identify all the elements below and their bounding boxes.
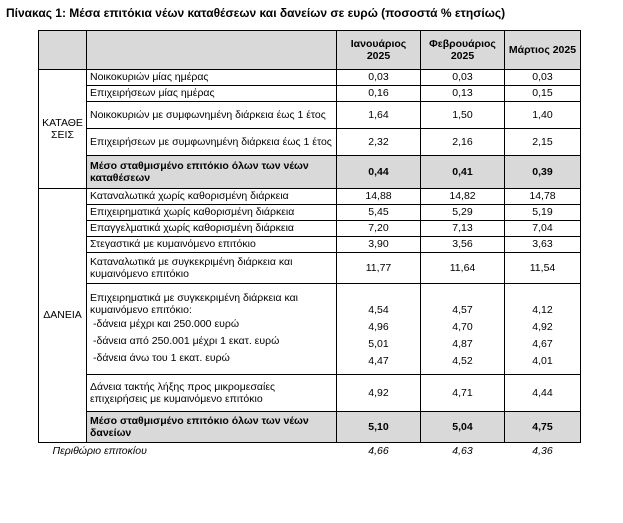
cell-value: 0,13 xyxy=(420,85,505,102)
cell-values-january: 4,54 4,96 5,01 4,47 xyxy=(336,283,421,375)
cell-value: 5,29 xyxy=(420,204,505,221)
cell-value: 0,39 xyxy=(504,155,581,189)
table-row: Δάνεια τακτής λήξης προς μικρομεσαίες επ… xyxy=(39,374,581,412)
table-row: ΔΑΝΕΙΑ Καταναλωτικά χωρίς καθορισμένη δι… xyxy=(38,188,581,443)
row-label: Δάνεια τακτής λήξης προς μικρομεσαίες επ… xyxy=(86,374,337,412)
cell-value: 14,88 xyxy=(336,188,421,205)
row-label: Επιχειρηματικά χωρίς καθορισμένη διάρκει… xyxy=(86,204,337,221)
cell-value: 11,54 xyxy=(504,252,581,284)
cell-value: 14,82 xyxy=(420,188,505,205)
cell-value: 2,15 xyxy=(504,128,581,156)
subrow-label: -δάνεια από 250.001 μέχρι 1 εκατ. ευρώ xyxy=(93,334,280,347)
table-row: Επιχειρήσεων μίας ημέρας 0,16 0,13 0,15 xyxy=(39,85,581,102)
row-label-group: Επιχειρηματικά με συγκεκριμένη διάρκεια … xyxy=(86,283,337,375)
table-row: Επιχειρήσεων με συμφωνημένη διάρκεια έως… xyxy=(39,128,581,156)
table-title: Πίνακας 1: Μέσα επιτόκια νέων καταθέσεων… xyxy=(6,6,506,20)
header-blank xyxy=(38,30,87,70)
row-label: Στεγαστικά με κυμαινόμενο επιτόκιο xyxy=(86,236,337,253)
cell-value: 11,64 xyxy=(420,252,505,284)
cell-value: 14,78 xyxy=(504,188,581,205)
cell-value: 4,70 xyxy=(452,321,473,333)
cell-value: 5,19 xyxy=(504,204,581,221)
cell-value: 4,75 xyxy=(504,411,581,443)
cell-value: 4,71 xyxy=(420,374,505,412)
margin-row: Περιθώριο επιτοκίου 4,66 4,63 4,36 xyxy=(39,443,581,460)
column-header-january: Ιανουάριος 2025 xyxy=(336,30,421,70)
cell-value: 5,01 xyxy=(368,338,389,350)
cell-value: 4,52 xyxy=(452,355,473,367)
cell-value: 4,44 xyxy=(504,374,581,412)
cell-value: 0,16 xyxy=(336,85,421,102)
cell-value: 2,16 xyxy=(420,128,505,156)
cell-value: 0,03 xyxy=(504,69,581,86)
cell-value: 4,87 xyxy=(452,338,473,350)
row-label: Καταναλωτικά με συγκεκριμένη διάρκεια κα… xyxy=(86,252,337,284)
table-row: Στεγαστικά με κυμαινόμενο επιτόκιο 3,90 … xyxy=(39,236,581,253)
cell-value: 4,63 xyxy=(452,444,473,457)
column-header-march: Μάρτιος 2025 xyxy=(504,30,581,70)
cell-value: 0,03 xyxy=(336,69,421,86)
row-label: Επιχειρήσεων μίας ημέρας xyxy=(86,85,337,102)
cell-values-february: 4,57 4,70 4,87 4,52 xyxy=(420,283,505,375)
cell-value: 1,40 xyxy=(504,101,581,129)
group-label-loans: ΔΑΝΕΙΑ xyxy=(38,188,87,443)
row-label: Καταναλωτικά χωρίς καθορισμένη διάρκεια xyxy=(86,188,337,205)
cell-value: 1,50 xyxy=(420,101,505,129)
row-label: Επιχειρηματικά με συγκεκριμένη διάρκεια … xyxy=(90,291,298,316)
table-row: Νοικοκυριών με συμφωνημένη διάρκεια έως … xyxy=(39,101,581,129)
cell-value: 2,32 xyxy=(336,128,421,156)
table-row: Επιχειρηματικά χωρίς καθορισμένη διάρκει… xyxy=(39,204,581,221)
cell-value: 0,41 xyxy=(420,155,505,189)
header-blank-label xyxy=(86,30,337,70)
subrow-label: -δάνεια άνω του 1 εκατ. ευρώ xyxy=(93,351,230,364)
cell-value: 0,03 xyxy=(420,69,505,86)
row-label: Νοικοκυριών με συμφωνημένη διάρκεια έως … xyxy=(86,101,337,129)
margin-label: Περιθώριο επιτοκίου xyxy=(52,444,147,457)
cell-value: 11,77 xyxy=(336,252,421,284)
loans-total-row: Μέσο σταθμισμένο επιτόκιο όλων των νέων … xyxy=(39,411,581,443)
cell-values-march: 4,12 4,92 4,67 4,01 xyxy=(504,283,581,375)
deposits-total-row: Μέσο σταθμισμένο επιτόκιο όλων των νέων … xyxy=(39,155,581,189)
cell-value: 5,45 xyxy=(336,204,421,221)
cell-value: 0,44 xyxy=(336,155,421,189)
table-row-business-fixed: Επιχειρηματικά με συγκεκριμένη διάρκεια … xyxy=(39,283,581,375)
row-label: Επιχειρήσεων με συμφωνημένη διάρκεια έως… xyxy=(86,128,337,156)
subrow-label: -δάνεια μέχρι και 250.000 ευρώ xyxy=(93,317,240,330)
row-label: Νοικοκυριών μίας ημέρας xyxy=(86,69,337,86)
interest-rates-table: Ιανουάριος 2025 Φεβρουάριος 2025 Μάρτιος… xyxy=(38,30,581,459)
cell-value: 4,47 xyxy=(368,355,389,367)
cell-value: 7,04 xyxy=(504,220,581,237)
cell-value: 4,36 xyxy=(532,444,553,457)
cell-value: 4,96 xyxy=(368,321,389,333)
column-header-february: Φεβρουάριος 2025 xyxy=(420,30,505,70)
cell-value: 5,04 xyxy=(420,411,505,443)
cell-value: 5,10 xyxy=(336,411,421,443)
cell-value: 4,54 xyxy=(368,304,389,316)
group-label-deposits: ΚΑΤΑΘΕΣΕΙΣ xyxy=(38,69,87,189)
cell-value: 4,12 xyxy=(532,304,553,316)
table-row: Καταναλωτικά με συγκεκριμένη διάρκεια κα… xyxy=(39,252,581,284)
row-label: Μέσο σταθμισμένο επιτόκιο όλων των νέων … xyxy=(86,411,337,443)
cell-value: 7,20 xyxy=(336,220,421,237)
cell-value: 4,66 xyxy=(368,444,389,457)
cell-value: 7,13 xyxy=(420,220,505,237)
cell-value: 3,56 xyxy=(420,236,505,253)
cell-value: 3,63 xyxy=(504,236,581,253)
cell-value: 4,57 xyxy=(452,304,473,316)
cell-value: 1,64 xyxy=(336,101,421,129)
header-row: Ιανουάριος 2025 Φεβρουάριος 2025 Μάρτιος… xyxy=(38,30,581,70)
cell-value: 3,90 xyxy=(336,236,421,253)
row-label: Μέσο σταθμισμένο επιτόκιο όλων των νέων … xyxy=(86,155,337,189)
table-row: ΚΑΤΑΘΕΣΕΙΣ Νοικοκυριών μίας ημέρας 0,03 … xyxy=(38,69,581,189)
cell-value: 4,92 xyxy=(336,374,421,412)
cell-value: 4,01 xyxy=(532,355,553,367)
table-row: Επαγγελματικά χωρίς καθορισμένη διάρκεια… xyxy=(39,220,581,237)
row-label: Επαγγελματικά χωρίς καθορισμένη διάρκεια xyxy=(86,220,337,237)
cell-value: 4,92 xyxy=(532,321,553,333)
cell-value: 0,15 xyxy=(504,85,581,102)
cell-value: 4,67 xyxy=(532,338,553,350)
